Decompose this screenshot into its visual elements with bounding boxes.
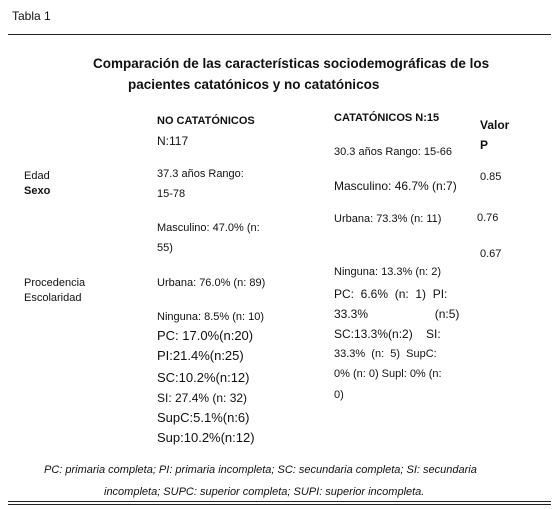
no-catatonicos-n: N:117 [157, 134, 189, 148]
cat-edad: 30.3 años Rango: 15-66 [334, 146, 453, 158]
row-label-escolaridad: Escolaridad [24, 292, 82, 304]
p-value-edad: 0.85 [480, 171, 502, 183]
cat-escolaridad-6: 0% (n: 0) Supl: 0% (n: [334, 368, 442, 380]
header-valor: Valor [480, 118, 510, 132]
table-title-line2: pacientes catatónicos y no catatónicos [128, 77, 380, 92]
row-label-sexo: Sexo [24, 185, 51, 197]
no-cat-escolaridad-1: Ninguna: 8.5% (n: 10) [157, 311, 265, 323]
no-cat-escolaridad-7: Sup:10.2%(n:12) [157, 430, 255, 445]
no-cat-escolaridad-6: SupC:5.1%(n:6) [157, 410, 250, 425]
bottom-rule [8, 501, 551, 502]
p-value-sexo: 0.76 [477, 212, 499, 224]
cat-escolaridad-1: Ninguna: 13.3% (n: 2) [334, 266, 442, 278]
no-cat-sexo-line2: 55) [157, 242, 173, 254]
no-cat-edad-line1: 37.3 años Rango: [157, 168, 244, 180]
bottom-rule-2 [8, 504, 551, 505]
no-cat-escolaridad-2: PC: 17.0%(n:20) [157, 328, 254, 343]
table-title-line1: Comparación de las características socio… [93, 56, 490, 71]
cat-escolaridad-7: 0) [334, 389, 344, 401]
no-cat-escolaridad-3: PI:21.4%(n:25) [157, 348, 244, 363]
footnote-line2: incompleta; SUPC: superior completa; SUP… [104, 486, 425, 498]
cat-escolaridad-2: PC: 6.6% (n: 1) PI: [334, 287, 448, 301]
cat-sexo: Masculino: 46.7% (n:7) [334, 179, 457, 193]
cat-escolaridad-5: 33.3% (n: 5) SupC: [334, 348, 437, 360]
cat-escolaridad-4: SC:13.3%(n:2) SI: [334, 327, 441, 341]
row-label-edad: Edad [24, 170, 50, 182]
cat-procedencia: Urbana: 73.3% (n: 11) [334, 213, 442, 225]
footnote-line1: PC: primaria completa; PI: primaria inco… [44, 464, 477, 476]
no-cat-procedencia: Urbana: 76.0% (n: 89) [157, 277, 266, 289]
no-cat-escolaridad-5: SI: 27.4% (n: 32) [157, 391, 248, 405]
no-cat-escolaridad-4: SC:10.2%(n:12) [157, 370, 250, 385]
row-label-procedencia: Procedencia [24, 277, 86, 289]
p-value-procedencia: 0.67 [480, 248, 502, 260]
no-cat-edad-line2: 15-78 [157, 188, 186, 200]
cat-escolaridad-3: 33.3% (n:5) [334, 307, 460, 321]
table-label: Tabla 1 [12, 9, 51, 23]
top-rule [8, 34, 551, 35]
no-cat-sexo-line1: Masculino: 47.0% (n: [157, 222, 260, 234]
header-catatonicos: CATATÓNICOS N:15 [334, 112, 440, 124]
header-no-catatonicos: NO CATATÓNICOS [157, 115, 255, 127]
header-p: P [480, 138, 489, 152]
